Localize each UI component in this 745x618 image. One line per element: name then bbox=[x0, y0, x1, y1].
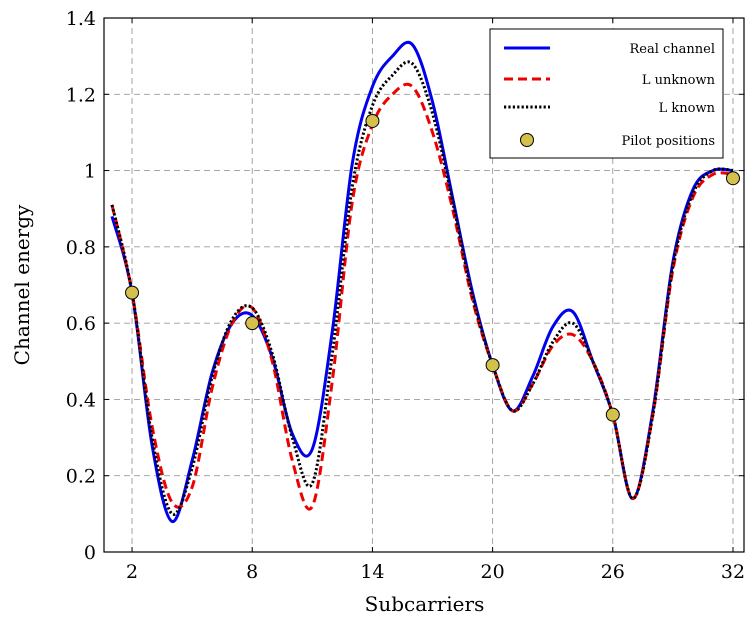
legend-label-real-channel: Real channel bbox=[629, 42, 715, 57]
legend-label-l-unknown: L unknown bbox=[642, 73, 716, 88]
y-tick-label: 0 bbox=[84, 542, 96, 564]
legend-item-pilot-positions: Pilot positions bbox=[520, 133, 715, 149]
x-tick-label: 2 bbox=[126, 561, 138, 583]
series-line-l-known bbox=[110, 60, 734, 516]
y-tick-label: 1.2 bbox=[66, 84, 96, 106]
y-tick-label: 0.2 bbox=[66, 466, 96, 488]
ticks: 2 8 14 20 26 32 0 0.2 0.4 0.6 0.8 1 1.2 1.4 bbox=[66, 8, 745, 583]
y-tick-label: 1.4 bbox=[66, 8, 96, 30]
pilot-marker bbox=[365, 113, 380, 128]
pilot-marker bbox=[725, 171, 740, 186]
legend-item-l-unknown: L unknown bbox=[504, 73, 716, 88]
pilot-marker bbox=[245, 316, 260, 331]
series-layer bbox=[110, 40, 734, 523]
legend-item-l-known: L known bbox=[504, 101, 716, 116]
legend: Real channel L unknown L known Pilot pos… bbox=[489, 28, 724, 159]
pilot-marker bbox=[605, 407, 620, 422]
y-tick-label: 0.6 bbox=[66, 313, 96, 335]
pilot-markers bbox=[125, 113, 740, 422]
pilot-marker bbox=[125, 285, 140, 300]
series-line-l-unknown bbox=[110, 82, 734, 511]
y-axis-title: Channel energy bbox=[10, 204, 34, 365]
grid bbox=[104, 18, 745, 552]
legend-swatch-pilot-positions bbox=[520, 133, 534, 147]
x-tick-label: 14 bbox=[360, 561, 384, 583]
y-tick-label: 0.4 bbox=[66, 389, 96, 411]
x-tick-label: 32 bbox=[721, 561, 745, 583]
x-tick-label: 26 bbox=[601, 561, 625, 583]
legend-label-l-known: L known bbox=[659, 101, 716, 116]
y-tick-label: 0.8 bbox=[66, 237, 96, 259]
legend-label-pilot-positions: Pilot positions bbox=[622, 134, 715, 149]
pilot-marker bbox=[485, 358, 500, 373]
y-tick-label: 1 bbox=[84, 161, 96, 183]
plot-frame bbox=[103, 17, 745, 553]
x-tick-label: 8 bbox=[246, 561, 258, 583]
x-tick-label: 20 bbox=[481, 561, 505, 583]
x-axis-title: Subcarriers bbox=[365, 592, 485, 616]
legend-item-real-channel: Real channel bbox=[504, 42, 715, 57]
